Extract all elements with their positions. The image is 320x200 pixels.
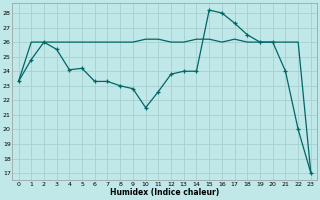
X-axis label: Humidex (Indice chaleur): Humidex (Indice chaleur) — [110, 188, 219, 197]
